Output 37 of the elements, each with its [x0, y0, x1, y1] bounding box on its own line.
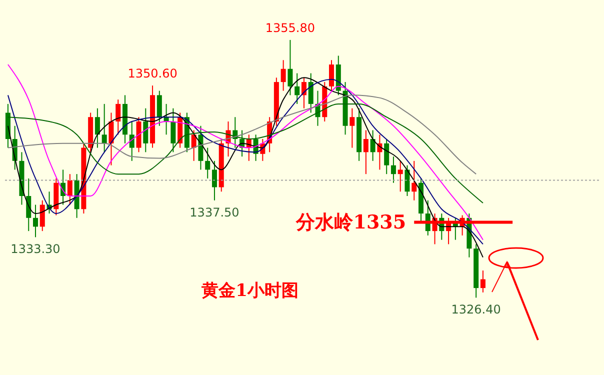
candlestick: [280, 60, 286, 92]
candlestick: [384, 138, 390, 175]
candlestick: [412, 160, 417, 201]
candlestick: [308, 72, 314, 114]
candlestick: [329, 60, 334, 92]
annotation: 黄金1小时图: [200, 281, 298, 301]
candlestick: [370, 130, 376, 162]
candlestick: [350, 108, 355, 148]
candlestick: [480, 270, 486, 293]
candlestick: [404, 164, 410, 196]
candlestick: [26, 178, 32, 232]
candlestick: [129, 120, 134, 162]
candlestick: [170, 108, 176, 153]
candlestick: [143, 108, 148, 153]
candlestick: [67, 174, 72, 206]
candlestick: [116, 99, 121, 136]
candlestick: [156, 90, 162, 126]
ref-line-label: 分水岭1335: [295, 211, 406, 234]
candlestick: [288, 39, 293, 96]
candlestick: [301, 77, 306, 109]
candlestick: [102, 103, 107, 153]
candlestick: [94, 108, 100, 148]
annotation: 1326.40: [451, 302, 501, 317]
annotation: 1333.30: [10, 242, 60, 256]
candlestick: [191, 130, 196, 162]
candlestick: [294, 72, 300, 104]
annotation: 1355.80: [265, 20, 316, 35]
annotation: 1337.50: [190, 205, 240, 220]
candlestick: [398, 160, 403, 192]
candlestick: [212, 160, 217, 201]
candlestick: [108, 112, 114, 166]
candlestick: [390, 156, 396, 184]
candlestick: [363, 130, 368, 175]
annotation: 1350.60: [128, 66, 178, 81]
candlestick: [205, 147, 210, 179]
candlestick: [40, 200, 45, 232]
candlestick: [32, 204, 38, 238]
